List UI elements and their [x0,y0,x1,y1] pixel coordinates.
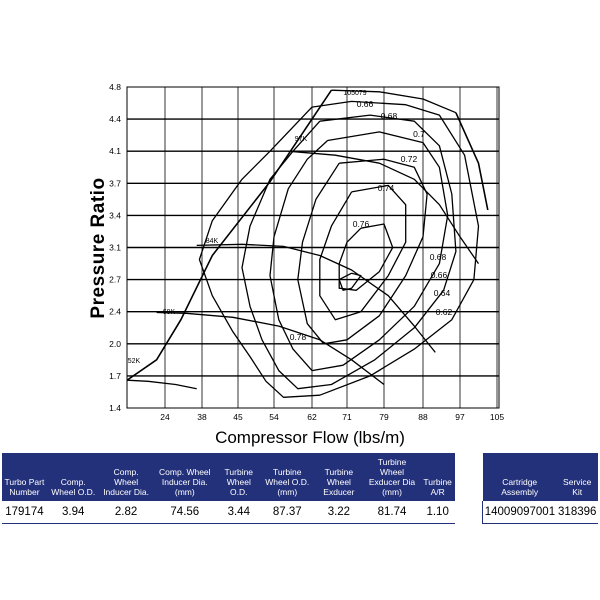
curve-label: 0.78 [290,332,307,342]
efficiency-island [241,114,457,390]
x-tick-label: 88 [418,412,428,422]
curve-label: 0.62 [436,307,453,317]
table-row: 179174 3.94 2.82 74.56 3.44 87.37 3.22 81.74 1.1… [2,501,598,524]
column-header: Turbine Wheel O.D. (mm) [260,453,314,501]
table-cell: 179174 [2,501,47,524]
column-header: Turbo Part Number [2,453,47,501]
x-tick-label: 105 [490,412,504,422]
curve-label: 0.72 [401,154,418,164]
curve-label: 69K [163,309,176,316]
column-header: Cartridge Assembly [482,453,557,501]
curve-label: 0.66 [431,270,448,280]
curve-label: 0.66 [357,99,374,109]
y-tick-label: 3.1 [109,243,121,253]
compressor-map-chart: 24 38 45 54 62 71 79 88 97 105 1.4 1.7 2.0 2.4 2.7 3.1 3… [88,82,504,447]
efficiency-island [338,272,362,291]
table-cell: 3.22 [313,501,364,524]
table-cell: 87.37 [260,501,314,524]
y-tick-label: 2.4 [109,307,121,317]
x-tick-label: 45 [233,412,243,422]
surge-line [126,89,333,381]
x-tick-label: 24 [160,412,170,422]
table-cell: 2.82 [99,501,153,524]
column-header: Service Kit [556,453,598,501]
curve-label: 0.68 [381,111,398,121]
curve-label: 84K [206,238,219,245]
curve-label: 0.7 [413,129,425,139]
curve-label: 0.68 [430,252,447,262]
efficiency-island [269,131,449,372]
curve-label: 52K [128,358,141,365]
curve-label: 97K [295,136,308,143]
column-header: Turbine A/R [420,453,456,501]
x-tick-label: 54 [269,412,279,422]
chart-curves [126,89,489,398]
y-tick-label: 3.4 [109,210,121,220]
y-tick-label: 4.1 [109,146,121,156]
curve-label: 0.76 [353,219,370,229]
choke-line [455,112,489,211]
y-tick-label: 4.4 [109,114,121,124]
column-header: Comp. Wheel O.D. [46,453,100,501]
x-tick-label: 79 [379,412,389,422]
column-header: Turbine Wheel Exducer [313,453,364,501]
speed-line [288,150,480,264]
table-cell: 3.94 [46,501,100,524]
table-cell: 14009097001 [482,501,557,524]
y-tick-label: 2.0 [109,339,121,349]
curve-label: 0.64 [434,288,451,298]
table-cell: 1.10 [420,501,456,524]
column-header: Comp. Wheel Inducer Dia. (mm) [152,453,217,501]
x-axis-label: Compressor Flow (lbs/m) [215,428,405,447]
y-axis-label: Pressure Ratio [88,177,109,318]
y-tick-label: 1.4 [109,403,121,413]
speed-line [331,89,457,114]
turbo-spec-table: Turbo Part Number Comp. Wheel O.D. Comp. W… [2,453,598,524]
x-tick-label: 38 [197,412,207,422]
column-header: Turbine Wheel Exducer Dia (mm) [363,453,421,501]
column-header: Turbine Wheel O.D. [216,453,261,501]
efficiency-island [198,100,480,398]
table-cell: 74.56 [152,501,217,524]
curve-label: 105079 [343,90,366,97]
y-tick-label: 4.8 [109,82,121,92]
x-tick-label: 62 [307,412,317,422]
header-spacer [455,453,483,501]
y-tick-label: 3.7 [109,178,121,188]
column-header: Comp. Wheel Inducer Dia. [99,453,153,501]
chart-labels: 105079 0.66 0.68 0.7 97K 0.72 0.74 0.76 84K 0.68 0… [128,90,453,365]
row-spacer [455,501,483,524]
x-tick-label: 71 [342,412,352,422]
curve-label: 0.74 [378,183,395,193]
table-cell: 3.44 [216,501,261,524]
speed-line [156,311,385,386]
chart-grid: 24 38 45 54 62 71 79 88 97 105 1.4 1.7 2.0 2.4 2.7 3.1 3… [109,82,504,422]
speed-line [196,243,436,353]
x-tick-label: 97 [455,412,465,422]
table-cell: 81.74 [363,501,421,524]
efficiency-island [297,158,428,345]
spec-table-header: Turbo Part Number Comp. Wheel O.D. Comp. W… [2,453,598,501]
y-tick-label: 2.7 [109,275,121,285]
efficiency-island [319,184,407,321]
table-cell: 318396 [556,501,598,524]
speed-line [126,379,197,390]
efficiency-island [338,223,394,291]
y-tick-label: 1.7 [109,371,121,381]
